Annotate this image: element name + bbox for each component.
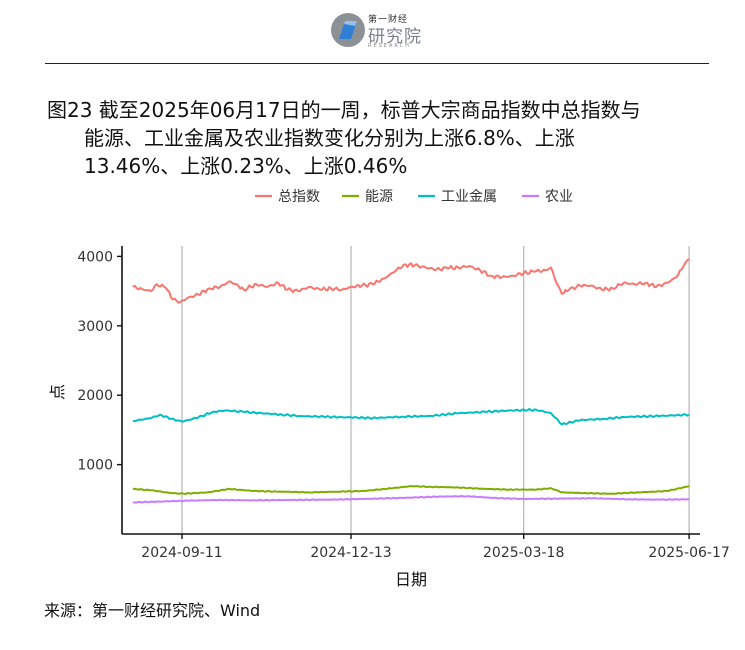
x-tick-label: 2025-06-17 <box>648 545 729 561</box>
header-rule <box>45 63 709 64</box>
series-line-2 <box>132 485 690 495</box>
logo-main-text: 研究院 <box>368 27 422 47</box>
axes-layer: 1000 2000 3000 4000 2024-09-11 2024-12-13 2025… <box>77 246 730 561</box>
series-line-1 <box>132 258 690 304</box>
figure-title: 图23 截至2025年06月17日的一周，标普大宗商品指数中总指数与 能源、工业… <box>47 96 717 180</box>
legend: 总指数 能源 工业金属 农业 <box>255 189 573 205</box>
x-tick-label: 2024-09-11 <box>141 545 222 561</box>
logo-sub-text: RESEARCH <box>368 43 411 49</box>
figure-title-line-2: 能源、工业金属及农业指数变化分别为上涨6.8%、上涨 <box>84 126 575 150</box>
logo-top-text: 第一财经 <box>368 15 409 25</box>
y-tick-label: 2000 <box>77 388 113 404</box>
y-tick-label: 1000 <box>77 458 113 474</box>
series-line-4 <box>132 494 690 504</box>
figure-title-line-1: 图23 截至2025年06月17日的一周，标普大宗商品指数中总指数与 <box>47 98 641 122</box>
legend-label: 总指数 <box>278 189 320 205</box>
logo-mark-icon <box>331 13 365 47</box>
y-tick-label: 3000 <box>77 319 113 335</box>
figure-title-line-3: 13.46%、上涨0.23%、上涨0.46% <box>84 154 408 178</box>
series-line-3 <box>132 408 690 426</box>
x-tick-label: 2024-12-13 <box>310 545 391 561</box>
x-tick-label: 2025-03-18 <box>483 545 564 561</box>
y-tick-label: 4000 <box>77 249 113 265</box>
source-note: 来源：第一财经研究院、Wind <box>44 601 261 620</box>
y-axis-label: 点 <box>48 384 67 400</box>
brand-logo: 第一财经 研究院 RESEARCH <box>330 10 440 50</box>
series-layer <box>132 258 690 504</box>
grid-layer <box>181 246 690 534</box>
legend-label: 能源 <box>365 189 393 205</box>
x-axis-label: 日期 <box>395 570 427 589</box>
legend-label: 工业金属 <box>441 189 497 205</box>
legend-label: 农业 <box>545 189 573 205</box>
